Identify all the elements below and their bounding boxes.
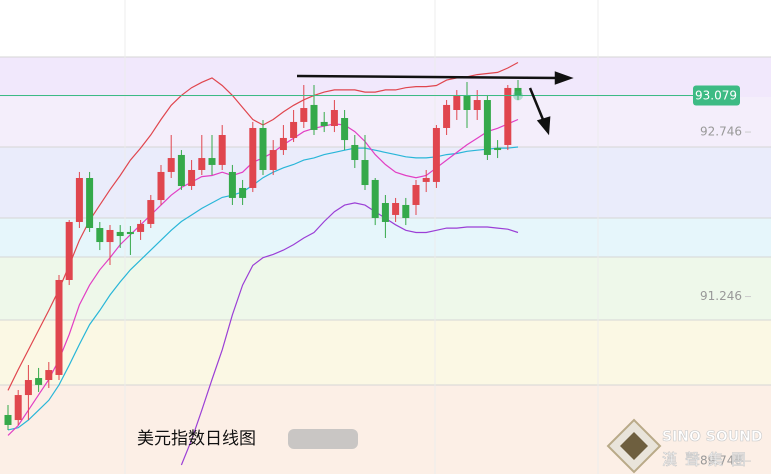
candle-body: [453, 94, 461, 111]
current-price-label: 93.079: [695, 89, 737, 103]
candle-body: [443, 104, 451, 128]
candle-body: [351, 144, 359, 161]
candle-body: [341, 118, 349, 141]
candle-body: [14, 395, 22, 421]
candle-body: [412, 185, 420, 205]
candle-body: [290, 121, 298, 138]
candle-body: [106, 229, 114, 243]
candle-body: [126, 231, 134, 235]
watermark-zh: 漢聲集團: [662, 451, 754, 469]
last-price-glow: [513, 90, 523, 101]
candle-body: [75, 177, 83, 222]
candle-body: [514, 87, 522, 96]
candle-body: [24, 380, 32, 396]
candle-body: [361, 160, 369, 186]
candle-body: [228, 171, 236, 198]
candle-body: [65, 221, 73, 280]
indicator-line: [180, 202, 519, 466]
candle-body: [473, 100, 481, 111]
watermark-en: SINO SOUND: [662, 429, 762, 445]
candle-body: [483, 100, 491, 155]
candle-body: [96, 228, 104, 243]
y-tick-label: 92.746: [700, 125, 742, 139]
candle-body: [504, 87, 512, 145]
candle-body: [310, 104, 318, 130]
candle-body: [198, 158, 206, 170]
candle-body: [4, 414, 12, 425]
candle-body: [239, 187, 247, 198]
candle-body: [249, 127, 257, 188]
candle-body: [137, 223, 145, 232]
y-tick-label: 91.246: [700, 289, 742, 303]
candle-body: [188, 169, 196, 187]
price-tag: 93.079: [693, 85, 740, 106]
candle-body: [279, 137, 287, 151]
candle-body: [320, 121, 328, 127]
candle-body: [371, 179, 379, 219]
candle-body: [494, 147, 502, 151]
candle-body: [269, 150, 277, 170]
candle-body: [422, 177, 430, 182]
chart-title: 美元指数日线图: [137, 429, 256, 449]
blur-box: [288, 429, 358, 449]
annotation-arrows: [296, 71, 574, 136]
candle-body: [218, 135, 226, 165]
candle-body: [167, 158, 175, 172]
candle-body: [381, 203, 389, 222]
candle-body: [259, 127, 267, 170]
candle-body: [330, 110, 338, 127]
y-tick-label: 89.746: [700, 454, 742, 468]
candle-body: [402, 204, 410, 219]
candle-body: [463, 94, 471, 111]
candle-body: [300, 108, 308, 122]
plot-area: 92.746 91.246 89.746: [0, 61, 751, 468]
candle-body: [147, 200, 155, 224]
candle-body: [45, 370, 53, 381]
candle-body: [35, 378, 43, 385]
candle-body: [392, 203, 400, 215]
logo: SINO SOUND 漢聲集團: [606, 418, 763, 474]
candle-body: [55, 279, 63, 375]
candle-body: [432, 127, 440, 182]
candle-body: [116, 231, 124, 237]
candle-body: [86, 177, 94, 229]
candle-body: [208, 158, 216, 165]
candle-body: [177, 154, 185, 187]
candle-body: [157, 171, 165, 201]
